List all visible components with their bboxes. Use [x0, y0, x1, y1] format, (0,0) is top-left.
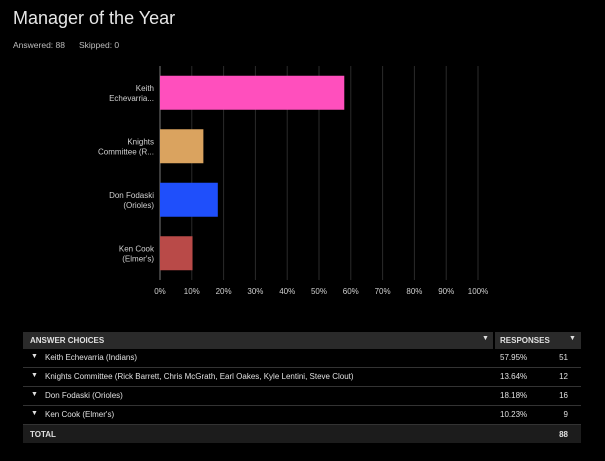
response-percent: 57.95% — [500, 353, 528, 362]
column-divider — [493, 332, 495, 349]
table-total-row: TOTAL 88 — [23, 425, 581, 443]
table-row: ▼ Knights Committee (Rick Barrett, Chris… — [23, 368, 581, 387]
answer-table: ANSWER CHOICES ▼ RESPONSES ▼ ▼ Keith Ech… — [23, 332, 581, 443]
x-tick-label: 10% — [184, 287, 200, 296]
category-label: Echevarria... — [109, 94, 154, 103]
expand-caret-icon[interactable]: ▼ — [31, 391, 38, 398]
x-tick-label: 0% — [154, 287, 166, 296]
sort-down-icon[interactable]: ▼ — [569, 335, 576, 342]
x-tick-label: 80% — [406, 287, 422, 296]
x-tick-label: 30% — [247, 287, 263, 296]
response-count: 9 — [563, 410, 568, 419]
response-count: 16 — [559, 391, 568, 400]
bar — [160, 75, 345, 110]
bar-chart: 0% 10% 20% 30% 40% 50% 60% 70% 80% 90% 100% KeithEc… — [98, 66, 488, 296]
x-tick-label: 40% — [279, 287, 295, 296]
table-row: ▼ Ken Cook (Elmer's) 10.23% 9 — [23, 406, 581, 425]
answer-choice-text: Keith Echevarria (Indians) — [45, 353, 138, 362]
table-row: ▼ Keith Echevarria (Indians) 57.95% 51 — [23, 349, 581, 368]
bar — [160, 182, 218, 217]
x-tick-label: 100% — [468, 287, 488, 296]
category-label: Don Fodaski — [109, 191, 154, 200]
bar — [160, 236, 193, 271]
sort-down-icon[interactable]: ▼ — [482, 335, 489, 342]
page-title: Manager of the Year — [13, 8, 176, 28]
x-tick-label: 20% — [216, 287, 232, 296]
response-summary: Answered: 88 Skipped: 0 — [13, 40, 129, 50]
header-responses[interactable]: RESPONSES — [500, 336, 550, 345]
x-tick-label: 60% — [343, 287, 359, 296]
response-percent: 10.23% — [500, 410, 528, 419]
x-tick-label: 90% — [438, 287, 454, 296]
expand-caret-icon[interactable]: ▼ — [31, 410, 38, 417]
response-percent: 18.18% — [500, 391, 528, 400]
total-label: TOTAL — [30, 430, 56, 439]
category-label: Ken Cook — [119, 244, 155, 253]
answer-choice-text: Knights Committee (Rick Barrett, Chris M… — [45, 372, 354, 381]
answer-choice-text: Don Fodaski (Orioles) — [45, 391, 123, 400]
answer-choice-text: Ken Cook (Elmer's) — [45, 410, 115, 419]
category-label: (Orioles) — [123, 201, 154, 210]
category-label: Knights — [127, 137, 154, 146]
category-label: (Elmer's) — [122, 254, 154, 263]
table-row: ▼ Don Fodaski (Orioles) 18.18% 16 — [23, 387, 581, 406]
category-label: Keith — [136, 84, 154, 93]
bar — [160, 129, 204, 164]
response-count: 51 — [559, 353, 568, 362]
skipped-count: Skipped: 0 — [78, 40, 120, 50]
total-value: 88 — [559, 430, 568, 439]
answered-count: Answered: 88 — [13, 40, 65, 50]
x-tick-label: 70% — [375, 287, 391, 296]
header-answer-choices[interactable]: ANSWER CHOICES — [30, 336, 105, 345]
response-count: 12 — [559, 372, 568, 381]
table-header: ANSWER CHOICES ▼ RESPONSES ▼ — [23, 332, 581, 349]
expand-caret-icon[interactable]: ▼ — [31, 353, 38, 360]
category-label: Committee (R... — [98, 147, 154, 156]
response-percent: 13.64% — [500, 372, 528, 381]
expand-caret-icon[interactable]: ▼ — [31, 372, 38, 379]
x-tick-label: 50% — [311, 287, 327, 296]
